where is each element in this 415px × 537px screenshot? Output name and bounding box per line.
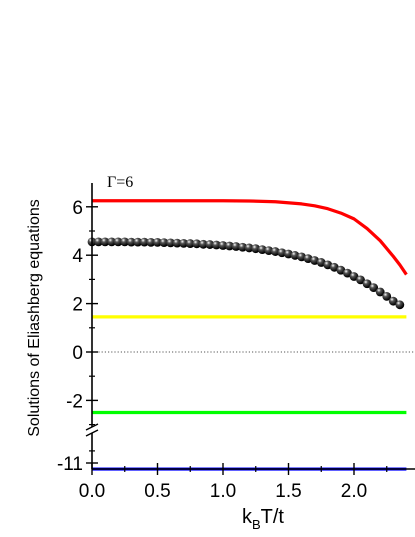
- y-tick-label: 0: [72, 343, 83, 364]
- data-point: [107, 237, 117, 247]
- data-point: [225, 241, 234, 251]
- data-point: [251, 244, 261, 254]
- gamma-annotation: Γ=6: [107, 174, 133, 191]
- data-point: [388, 296, 398, 306]
- data-point: [356, 275, 365, 285]
- x-axis-title-k: k: [242, 506, 253, 528]
- data-point: [120, 237, 130, 247]
- x-tick-label: 1.5: [275, 481, 301, 502]
- data-point: [395, 300, 405, 310]
- data-point: [126, 237, 136, 247]
- x-axis-title-subscript: B: [252, 517, 261, 532]
- data-point: [159, 238, 169, 248]
- y-tick-label: 2: [72, 295, 83, 316]
- data-point: [238, 242, 248, 252]
- x-tick-label: 0.5: [144, 481, 170, 502]
- data-point: [369, 283, 379, 293]
- data-point: [264, 246, 274, 256]
- y-axis-title: Solutions of Eliashberg equations: [26, 199, 43, 437]
- data-point: [329, 262, 339, 272]
- data-point: [100, 237, 110, 247]
- axis-break-mark: [85, 423, 99, 431]
- x-tick-label: 1.0: [210, 481, 236, 502]
- series-line-0: [92, 199, 408, 276]
- data-point: [212, 240, 221, 250]
- data-point: [218, 241, 228, 250]
- data-point: [205, 240, 215, 249]
- data-point: [179, 238, 189, 248]
- x-tick-label: 0.0: [79, 481, 105, 502]
- y-tick-label: 4: [72, 246, 83, 267]
- data-point: [146, 237, 156, 247]
- marker-series-1: [87, 237, 405, 310]
- data-point: [336, 265, 346, 275]
- data-point: [284, 249, 293, 259]
- data-point: [244, 243, 254, 253]
- x-tick-label: 2.0: [341, 481, 367, 502]
- y-tick-label: -2: [66, 391, 83, 412]
- data-point: [185, 239, 195, 248]
- data-point: [113, 237, 123, 247]
- data-point: [153, 237, 162, 247]
- data-point: [271, 247, 280, 256]
- data-point: [375, 287, 385, 297]
- x-axis-title-tail: T/t: [261, 506, 285, 528]
- y-tick-label: 6: [72, 198, 83, 219]
- axes: [85, 183, 415, 475]
- axis-break-mark: [85, 429, 99, 437]
- data-point: [140, 237, 149, 247]
- data-point: [362, 279, 372, 289]
- data-point: [94, 237, 103, 247]
- data-point: [349, 272, 359, 281]
- data-point: [343, 268, 352, 278]
- data-point: [277, 248, 287, 258]
- y-tick-label: -11: [57, 454, 83, 475]
- data-point: [192, 239, 202, 249]
- data-point: [290, 251, 300, 260]
- data-point: [133, 237, 143, 247]
- data-point: [231, 242, 241, 251]
- data-point: [257, 245, 267, 255]
- data-point: [198, 239, 208, 249]
- data-point: [172, 238, 182, 248]
- plot-series: [87, 199, 408, 471]
- data-point: [166, 238, 176, 248]
- data-point: [382, 291, 392, 301]
- x-axis-title: kBT/t: [242, 506, 284, 532]
